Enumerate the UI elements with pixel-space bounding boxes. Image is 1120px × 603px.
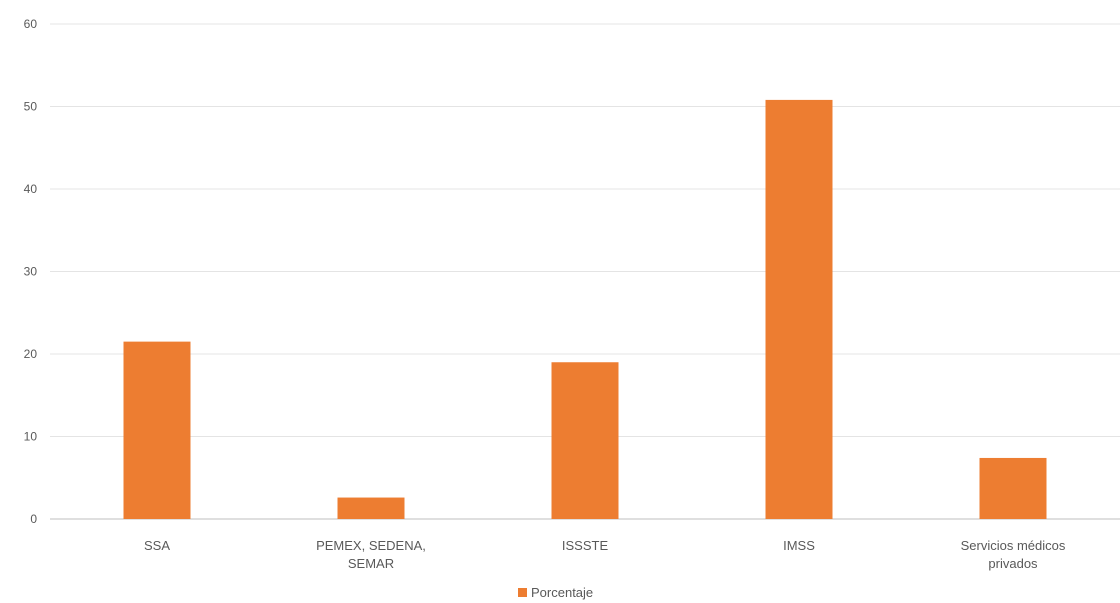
bars bbox=[123, 99, 1047, 520]
y-tick-label: 40 bbox=[24, 182, 38, 196]
x-tick-label: SSA bbox=[144, 538, 170, 553]
legend-swatch bbox=[518, 588, 527, 597]
bar bbox=[337, 497, 405, 519]
x-tick-label: Servicios médicos privados bbox=[961, 538, 1066, 571]
y-tick-label: 20 bbox=[24, 347, 38, 361]
y-tick-label: 30 bbox=[24, 265, 38, 279]
bar bbox=[979, 457, 1047, 519]
y-tick-label: 0 bbox=[30, 512, 37, 526]
bar bbox=[551, 362, 619, 519]
bar bbox=[765, 99, 833, 520]
y-tick-label: 10 bbox=[24, 430, 38, 444]
bar bbox=[123, 341, 191, 519]
gridlines bbox=[50, 23, 1120, 520]
x-axis-labels: SSA PEMEX, SEDENA, SEMAR ISSSTE IMSS Servicio… bbox=[144, 538, 1066, 571]
y-tick-label: 60 bbox=[24, 17, 38, 31]
x-tick-label: ISSSTE bbox=[562, 538, 609, 553]
y-tick-label: 50 bbox=[24, 100, 38, 114]
x-tick-label: IMSS bbox=[783, 538, 815, 553]
x-tick-label: PEMEX, SEDENA, SEMAR bbox=[316, 538, 426, 571]
y-axis-ticks: 0 10 20 30 40 50 60 bbox=[24, 17, 38, 526]
legend-label: Porcentaje bbox=[531, 585, 593, 600]
legend: Porcentaje bbox=[518, 585, 593, 600]
